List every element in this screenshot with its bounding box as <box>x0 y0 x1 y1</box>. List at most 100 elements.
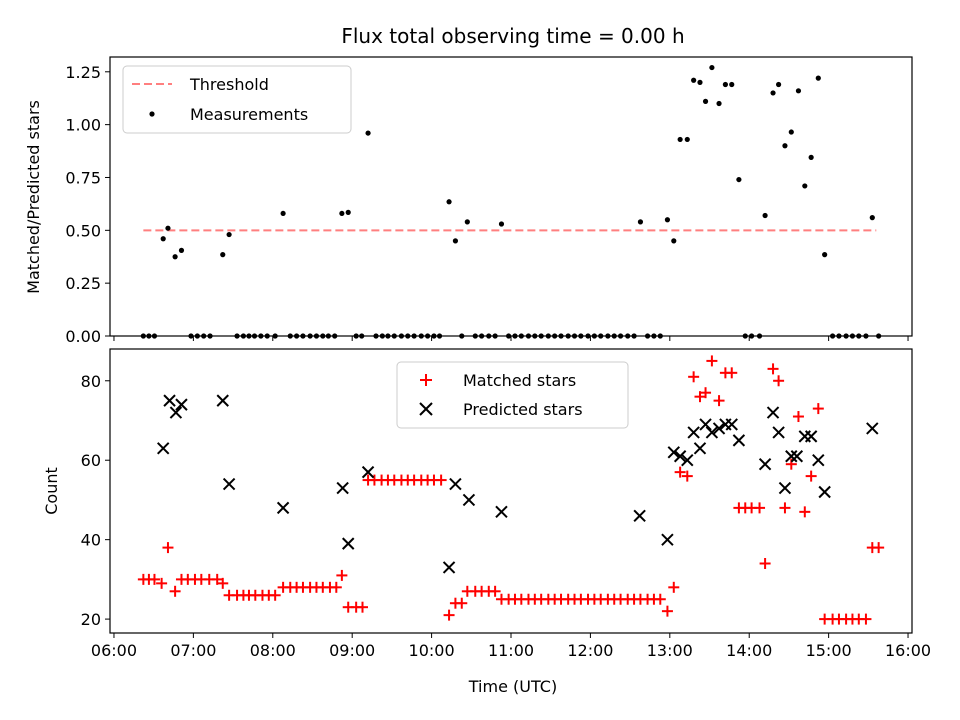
bottom-legend-box <box>396 361 629 429</box>
matched-star-point <box>799 506 811 518</box>
matched-stars-points <box>137 355 885 625</box>
measurement-point <box>709 64 715 71</box>
measurement-point <box>770 90 776 96</box>
top-plot-border <box>109 56 913 337</box>
predicted-star-point <box>818 485 831 499</box>
x-tick-label: 07:00 <box>170 641 216 660</box>
matched-star-point <box>456 597 468 609</box>
measurement-point <box>498 221 505 227</box>
top-y-tick-label: 0.50 <box>65 221 101 240</box>
predicted-star-point <box>216 394 229 407</box>
predicted-star-point <box>661 533 674 546</box>
measurement-point <box>160 236 166 242</box>
measurement-point <box>802 183 808 189</box>
top-y-ticks: 0.00 0.25 0.50 0.75 1.00 1.25 <box>65 63 110 346</box>
predicted-star-point <box>790 450 804 463</box>
matched-star-point <box>169 585 181 597</box>
legend-measurements-label: Measurements <box>190 105 308 124</box>
measurement-point <box>280 210 286 217</box>
bottom-y-tick-label: 60 <box>81 451 101 470</box>
matched-star-point <box>211 573 223 585</box>
measurement-point <box>220 252 226 258</box>
predicted-star-point <box>633 509 646 523</box>
matched-star-point <box>726 367 738 379</box>
x-tick-label: 14:00 <box>726 641 772 660</box>
measurement-point <box>822 252 828 258</box>
predicted-star-point <box>681 454 694 467</box>
measurement-point <box>165 225 171 231</box>
predicted-star-point <box>693 442 707 455</box>
top-y-tick-label: 1.00 <box>65 116 101 135</box>
predicted-star-point <box>778 481 792 495</box>
matched-star-point <box>217 577 229 589</box>
matched-star-point <box>674 466 686 478</box>
bottom-legend: Matched stars Predicted stars <box>396 361 629 429</box>
measurement-point <box>815 75 821 81</box>
matched-star-point <box>156 577 168 589</box>
measurement-point <box>782 143 788 149</box>
legend-matched-swatch <box>420 374 432 386</box>
measurement-point <box>722 81 728 88</box>
matched-star-point <box>162 542 174 554</box>
matched-star-point <box>148 573 160 585</box>
legend-matched-label: Matched stars <box>463 371 576 390</box>
predicted-star-point <box>725 418 738 431</box>
top-y-tick-label: 1.25 <box>65 63 101 82</box>
legend-predicted-label: Predicted stars <box>463 400 583 419</box>
measurement-point <box>365 130 371 136</box>
matched-star-point <box>767 363 779 375</box>
matched-star-point <box>700 387 712 399</box>
top-legend: Threshold Measurements <box>122 65 352 134</box>
matched-star-point <box>489 585 501 597</box>
matched-star-point <box>779 502 791 514</box>
predicted-star-point <box>772 426 785 439</box>
predicted-star-point <box>156 442 170 455</box>
predicted-star-point <box>766 406 780 419</box>
measurement-point <box>702 98 709 104</box>
predicted-star-point <box>361 465 375 479</box>
matched-star-point <box>860 613 872 625</box>
matched-star-point <box>688 371 700 383</box>
matched-star-point <box>654 593 666 605</box>
x-tick-label: 13:00 <box>647 641 693 660</box>
matched-star-point <box>759 557 771 569</box>
measurement-point <box>691 77 697 83</box>
top-y-tick-label: 0.25 <box>65 274 101 293</box>
predicted-star-point <box>169 406 183 419</box>
predicted-star-point <box>175 398 188 411</box>
predicted-star-point <box>712 422 726 435</box>
x-tick-label: 09:00 <box>329 641 375 660</box>
top-legend-box <box>122 65 352 134</box>
measurement-point <box>729 81 735 88</box>
matched-star-point <box>805 470 817 482</box>
matched-star-point <box>443 609 455 621</box>
matched-star-point <box>812 403 824 415</box>
matched-star-point <box>792 411 804 423</box>
measurement-point <box>869 215 875 221</box>
measurement-point <box>345 209 351 215</box>
bottom-plot-border <box>109 348 913 634</box>
measurement-point <box>464 219 470 225</box>
matched-star-point <box>706 355 718 367</box>
measurement-point <box>684 136 690 143</box>
bottom-y-tick-label: 80 <box>81 372 101 391</box>
top-y-tick-label: 0.00 <box>65 327 101 346</box>
predicted-star-point <box>462 493 476 507</box>
bottom-y-axis-label: Count <box>42 467 61 515</box>
predicted-star-point <box>804 430 818 443</box>
bottom-y-ticks: 20 40 60 80 <box>81 372 110 629</box>
matched-star-point <box>357 601 369 613</box>
measurement-point <box>795 88 802 94</box>
bottom-y-tick-label: 20 <box>81 610 101 629</box>
bottom-y-tick-label: 40 <box>81 531 101 550</box>
predicted-star-point <box>673 450 687 463</box>
predicted-star-point <box>442 561 456 574</box>
predicted-stars-points <box>156 394 879 574</box>
matched-star-point <box>269 589 281 601</box>
chart-title: Flux total observing time = 0.00 h <box>341 24 684 48</box>
measurement-point <box>637 219 644 225</box>
measurement-point <box>452 238 459 244</box>
matched-star-point <box>713 395 725 407</box>
measurement-point <box>226 231 232 238</box>
